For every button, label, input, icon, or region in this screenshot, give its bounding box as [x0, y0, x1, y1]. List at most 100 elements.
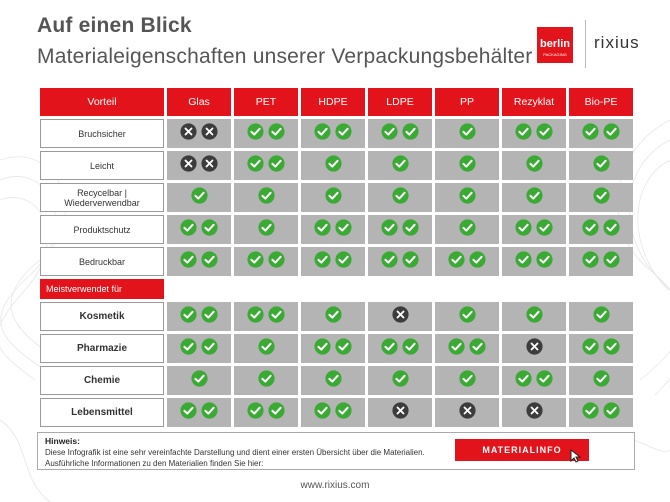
check-icon: [525, 154, 543, 172]
check-icon: [247, 250, 264, 268]
cell-pharmazie-hdpe: [301, 334, 365, 363]
rixius-logo[interactable]: rixius: [594, 33, 640, 52]
check-icon: [314, 401, 331, 419]
row-label-pharmazie: Pharmazie: [40, 334, 164, 363]
cross-icon: [180, 154, 197, 172]
rating-icons: [381, 122, 419, 140]
rating-icons: [324, 186, 342, 204]
check-icon: [324, 186, 342, 204]
check-icon: [458, 122, 476, 140]
check-icon: [190, 369, 208, 387]
rating-icons: [592, 186, 610, 204]
pointer-cursor-icon: [567, 446, 582, 463]
cell-chemie-bio-pe: [569, 366, 633, 395]
check-icon: [536, 122, 553, 140]
check-icon: [257, 369, 275, 387]
check-icon: [180, 250, 197, 268]
rating-icons: [592, 369, 610, 387]
check-icon: [402, 218, 419, 236]
rating-icons: [314, 122, 352, 140]
rating-icons: [515, 122, 553, 140]
check-icon: [448, 337, 465, 355]
rating-icons: [247, 401, 285, 419]
cell-bruchsicher-rezyklat: [502, 119, 566, 148]
cell-lebensmittel-ldpe: [368, 398, 432, 427]
check-icon: [268, 250, 285, 268]
check-icon: [536, 369, 553, 387]
rating-icons: [458, 218, 476, 236]
check-icon: [402, 250, 419, 268]
rating-icons: [257, 369, 275, 387]
check-icon: [458, 186, 476, 204]
rating-icons: [247, 250, 285, 268]
materialinfo-button[interactable]: MATERIALINFO: [455, 439, 589, 461]
cell-pharmazie-rezyklat: [502, 334, 566, 363]
rating-icons: [582, 218, 620, 236]
cell-bedruckbar-rezyklat: [502, 247, 566, 276]
rating-icons: [391, 369, 409, 387]
rating-icons: [190, 186, 208, 204]
check-icon: [515, 250, 532, 268]
cell-lebensmittel-hdpe: [301, 398, 365, 427]
rating-icons: [515, 218, 553, 236]
section-spacer: [167, 279, 633, 299]
rating-icons: [180, 218, 218, 236]
cross-icon: [458, 401, 476, 419]
properties-body: Bruchsicher Leicht Recycelbar | Wiederverw…: [40, 119, 633, 276]
rating-icons: [592, 154, 610, 172]
check-icon: [592, 186, 610, 204]
check-icon: [314, 337, 331, 355]
rating-icons: [247, 122, 285, 140]
footer-url[interactable]: www.rixius.com: [300, 480, 370, 491]
rating-icons: [247, 305, 285, 323]
header-glas: Glas: [167, 88, 231, 116]
check-icon: [458, 369, 476, 387]
check-icon: [515, 122, 532, 140]
cell-leicht-ldpe: [368, 151, 432, 180]
cell-bedruckbar-glas: [167, 247, 231, 276]
check-icon: [335, 250, 352, 268]
table-row: Lebensmittel: [40, 398, 633, 427]
rating-icons: [525, 337, 543, 355]
rating-icons: [458, 369, 476, 387]
cell-leicht-glas: [167, 151, 231, 180]
table-row: Bruchsicher: [40, 119, 633, 148]
rating-icons: [582, 122, 620, 140]
rating-icons: [324, 305, 342, 323]
cell-bruchsicher-glas: [167, 119, 231, 148]
check-icon: [324, 154, 342, 172]
rating-icons: [582, 250, 620, 268]
cell-bruchsicher-hdpe: [301, 119, 365, 148]
rating-icons: [582, 401, 620, 419]
rating-icons: [592, 305, 610, 323]
rating-icons: [458, 401, 476, 419]
cell-produktschutz-rezyklat: [502, 215, 566, 244]
row-label-bruchsicher: Bruchsicher: [40, 119, 164, 148]
check-icon: [603, 218, 620, 236]
rating-icons: [314, 250, 352, 268]
rating-icons: [381, 218, 419, 236]
cell-leicht-pet: [234, 151, 298, 180]
rating-icons: [314, 401, 352, 419]
check-icon: [458, 154, 476, 172]
cell-chemie-hdpe: [301, 366, 365, 395]
rating-icons: [458, 305, 476, 323]
header-bio-pe: Bio-PE: [569, 88, 633, 116]
cell-kosmetik-rezyklat: [502, 302, 566, 331]
rating-icons: [525, 401, 543, 419]
cell-pharmazie-pet: [234, 334, 298, 363]
header-rezyklat: Rezyklat: [502, 88, 566, 116]
berlin-packaging-logo[interactable]: berlin PACKAGING: [537, 27, 573, 63]
check-icon: [201, 337, 218, 355]
cell-pharmazie-glas: [167, 334, 231, 363]
rating-icons: [180, 337, 218, 355]
section-row: Meistverwendet für: [40, 279, 633, 299]
rating-icons: [391, 186, 409, 204]
check-icon: [180, 218, 197, 236]
cell-produktschutz-ldpe: [368, 215, 432, 244]
check-icon: [402, 122, 419, 140]
check-icon: [469, 337, 486, 355]
check-icon: [381, 337, 398, 355]
rating-icons: [324, 369, 342, 387]
cell-pharmazie-ldpe: [368, 334, 432, 363]
